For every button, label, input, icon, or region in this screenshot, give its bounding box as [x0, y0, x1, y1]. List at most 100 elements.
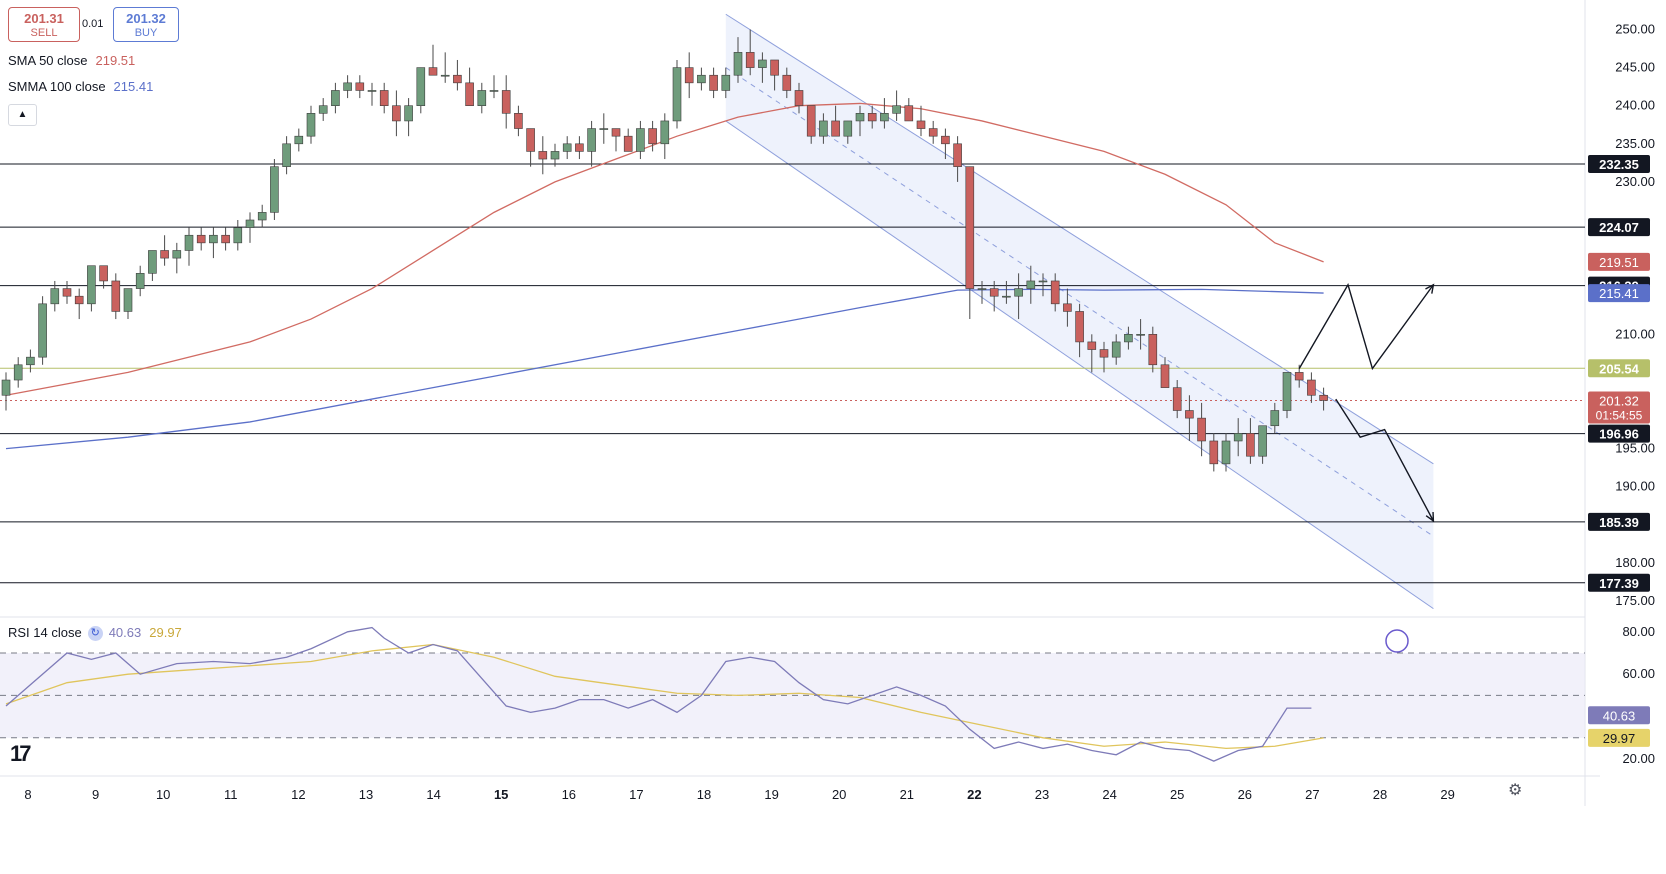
candle-body — [843, 120, 853, 137]
settings-icon[interactable]: ⚙ — [1508, 782, 1523, 799]
price-tick-label: 230.00 — [1615, 174, 1655, 189]
candle-body — [977, 288, 987, 290]
time-tick-label: 17 — [629, 787, 643, 802]
candle-body — [172, 250, 182, 259]
candle-body — [50, 288, 60, 305]
candle-body — [477, 90, 487, 106]
spread-value: 0.01 — [82, 18, 104, 30]
candle-body — [355, 82, 365, 91]
candle-body — [745, 52, 755, 68]
rsi-legend[interactable]: RSI 14 close ↻ 40.63 29.97 — [8, 625, 182, 642]
price-tick-label: 195.00 — [1615, 441, 1655, 456]
candle-body — [111, 280, 121, 312]
candle-body — [648, 128, 657, 145]
sell-label: SELL — [30, 27, 58, 39]
candle-body — [1038, 280, 1048, 283]
candle-body — [184, 234, 194, 251]
candle-body — [623, 135, 633, 152]
candle-body — [855, 113, 865, 122]
candle-body — [1026, 280, 1036, 289]
smma100-label: SMMA 100 close — [8, 79, 106, 94]
candle-body — [697, 74, 706, 84]
candle-body — [1, 379, 11, 396]
candle-body — [1099, 349, 1109, 358]
smma100-legend[interactable]: SMMA 100 close 215.41 — [8, 79, 153, 94]
candle-body — [465, 82, 474, 106]
candle-body — [343, 82, 352, 91]
candle-body — [160, 250, 169, 259]
candle-body — [392, 105, 401, 122]
time-tick-label: 9 — [92, 787, 99, 802]
candle-body — [1063, 303, 1072, 312]
sma50-label: SMA 50 close — [8, 53, 88, 68]
sma50-value: 219.51 — [95, 53, 136, 68]
candle-body — [1087, 341, 1097, 350]
chevron-up-icon[interactable]: ▲ — [8, 104, 37, 126]
candle-body — [575, 143, 584, 152]
candle-body — [1270, 410, 1280, 427]
candle-body — [331, 90, 340, 106]
candle-body — [270, 166, 279, 213]
countdown-label: 01:54:55 — [1596, 408, 1643, 422]
smma100-value: 215.41 — [113, 79, 154, 94]
candle-body — [1307, 379, 1316, 396]
level-tag — [1588, 218, 1650, 237]
buy-label: BUY — [134, 27, 158, 39]
level-label: 205.54 — [1599, 361, 1640, 376]
candle-body — [636, 128, 645, 152]
candle-body — [819, 120, 828, 137]
sma50-legend[interactable]: SMA 50 close 219.51 — [8, 53, 135, 68]
sma50-line — [5, 102, 1324, 396]
buy-price: 201.32 — [126, 11, 166, 26]
candle-body — [489, 90, 499, 92]
candle-body — [806, 105, 816, 137]
level-tag — [1588, 154, 1650, 173]
candle-body — [831, 120, 840, 137]
candle-body — [233, 227, 243, 244]
rsi-line — [5, 626, 1312, 762]
price-tick-label: 235.00 — [1615, 136, 1655, 151]
candle-body — [684, 67, 694, 84]
time-tick-label: 12 — [291, 787, 305, 802]
candle-body — [379, 90, 389, 106]
candle-body — [1246, 433, 1255, 457]
lightning-icon — [1385, 629, 1409, 653]
rsi-tag — [1588, 728, 1650, 747]
candle-body — [867, 113, 877, 122]
level-label: 185.39 — [1599, 515, 1639, 530]
time-tick-label: 27 — [1305, 787, 1319, 802]
candle-body — [87, 265, 96, 305]
candle-body — [26, 356, 35, 366]
candle-body — [550, 151, 560, 160]
level-label: 232.35 — [1599, 157, 1639, 172]
buy-button[interactable]: 201.32 BUY — [113, 7, 179, 42]
price-tag — [1588, 391, 1650, 424]
candle-body — [306, 113, 316, 137]
candle-body — [611, 128, 621, 137]
candle-body — [367, 90, 377, 92]
price-tick-label: 175.00 — [1615, 593, 1655, 608]
refresh-icon[interactable]: ↻ — [87, 626, 103, 642]
candle-body — [209, 234, 218, 244]
candle-body — [1221, 440, 1231, 465]
price-tick-label: 180.00 — [1615, 555, 1655, 570]
rsi-value: 40.63 — [108, 625, 142, 640]
candle-body — [928, 128, 938, 137]
smma100-line — [5, 288, 1324, 450]
time-tick-label: 25 — [1170, 787, 1184, 802]
time-tick-label: 8 — [24, 787, 31, 802]
time-tick-label: 19 — [764, 787, 778, 802]
candle-body — [38, 303, 47, 358]
price-tag-label: 215.41 — [1599, 286, 1639, 301]
candle-body — [965, 166, 975, 289]
price-tag — [1588, 252, 1650, 271]
candle-body — [709, 74, 718, 91]
candle-body — [416, 67, 426, 106]
rsi-label: RSI 14 close — [8, 625, 82, 640]
candle-body — [1197, 417, 1206, 442]
sell-button[interactable]: 201.31 SELL — [8, 7, 80, 42]
candle-body — [916, 120, 926, 129]
time-tick-label: 18 — [697, 787, 711, 802]
time-tick-label: 26 — [1238, 787, 1252, 802]
